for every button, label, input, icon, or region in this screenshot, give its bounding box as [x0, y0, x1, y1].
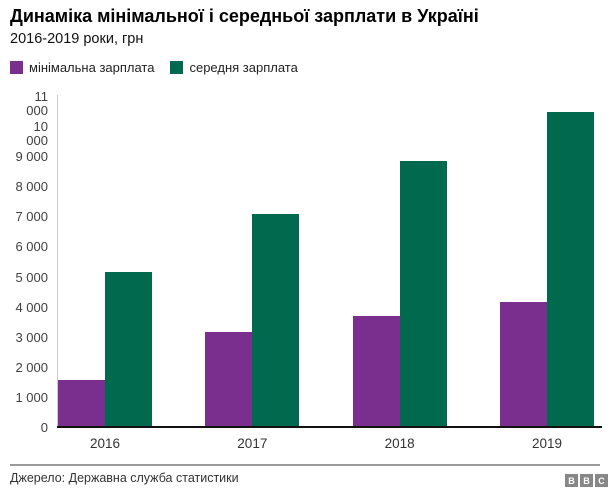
- y-axis-tick-label: 7 000: [15, 209, 48, 225]
- y-axis-line: [57, 95, 58, 428]
- y-axis-tick-label: 3 000: [15, 329, 48, 345]
- y-axis-tick-label: 2 000: [15, 359, 48, 375]
- legend-label-average: середня зарплата: [189, 60, 298, 75]
- y-axis-tick-label: 6 000: [15, 239, 48, 255]
- x-axis-tick-label: 2017: [237, 436, 268, 451]
- bar-minimum-2019: [499, 302, 547, 428]
- bbc-logo-letter: B: [565, 474, 578, 487]
- legend-item-minimum: мінімальна зарплата: [10, 60, 154, 75]
- footer-divider: [10, 464, 600, 466]
- y-axis-tick-label: 4 000: [15, 299, 48, 315]
- chart-subtitle: 2016-2019 роки, грн: [10, 31, 144, 47]
- x-axis-tick-label: 2018: [384, 436, 415, 451]
- x-axis-baseline: [57, 426, 602, 428]
- y-axis-tick-label: 11 000: [26, 89, 48, 118]
- bar-average-2016: [105, 272, 152, 428]
- bar-average-2019: [546, 112, 594, 428]
- y-axis-tick-label: 5 000: [15, 269, 48, 285]
- legend-swatch-minimum-icon: [10, 61, 23, 74]
- y-axis-tick-label: 10 000: [26, 119, 48, 149]
- legend: мінімальна зарплата середня зарплата: [10, 60, 298, 75]
- legend-label-minimum: мінімальна зарплата: [29, 60, 155, 75]
- bar-minimum-2016: [58, 379, 105, 428]
- bbc-logo-letter: C: [595, 474, 608, 487]
- chart-title: Динаміка мінімальної і середньої зарплат…: [10, 6, 479, 26]
- y-axis-tick-label: 9 000: [15, 149, 48, 165]
- x-axis-tick-label: 2019: [531, 436, 562, 451]
- y-axis-tick-label: 8 000: [15, 179, 48, 195]
- y-axis-tick-label: 0: [40, 420, 48, 435]
- bar-average-2017: [252, 214, 300, 428]
- legend-swatch-average-icon: [170, 61, 184, 74]
- bar-minimum-2018: [352, 315, 400, 428]
- y-axis-tick-label: 1 000: [15, 389, 48, 405]
- bbc-logo-letter: B: [580, 474, 593, 487]
- bbc-logo: B B C: [565, 474, 608, 487]
- bar-minimum-2017: [205, 331, 253, 428]
- legend-item-average: середня зарплата: [170, 60, 298, 75]
- source-credit: Джерело: Державна служба статистики: [10, 471, 239, 485]
- bar-average-2018: [399, 161, 447, 428]
- x-axis-tick-label: 2016: [89, 436, 121, 451]
